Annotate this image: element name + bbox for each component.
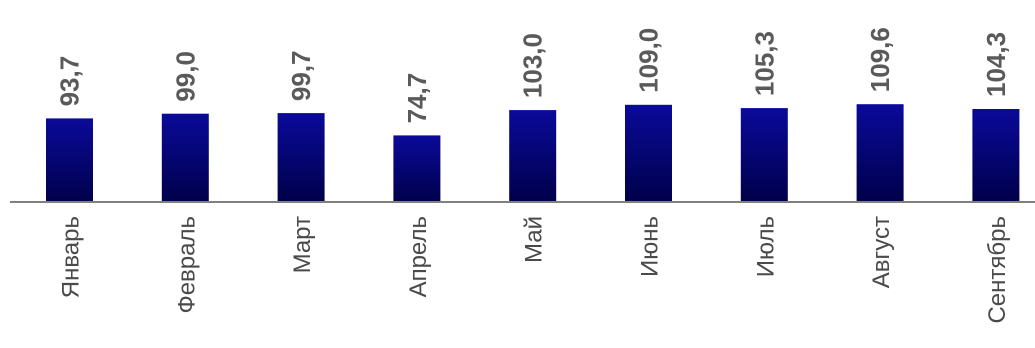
category-labels-group: Январь Февраль Март Апрель Май Июнь Июль Август… [58,216,1011,324]
bar-5 [509,110,557,202]
value-labels-group: 93,7 99,0 99,7 74,7 103,0 109,0 105,3 109,6 104,… [55,27,1011,123]
category-label-8: Август [868,216,895,288]
bar-7 [740,108,788,202]
bar-3 [277,113,325,202]
value-label-8: 109,6 [865,27,895,92]
value-label-3: 99,7 [286,50,316,101]
value-label-7: 105,3 [749,31,779,96]
bar-1 [46,118,93,202]
category-label-3: Март [289,216,316,273]
category-label-5: Май [521,216,548,263]
bar-9 [972,109,1020,202]
value-label-9: 104,3 [981,32,1011,97]
category-label-6: Июнь [637,216,664,277]
value-label-4: 74,7 [402,73,432,124]
bars-group [46,104,1020,202]
value-label-1: 93,7 [55,56,85,107]
bar-2 [161,113,209,202]
bar-6 [625,104,672,202]
value-label-5: 103,0 [518,33,548,98]
value-label-6: 109,0 [634,28,664,93]
category-label-7: Июль [752,216,779,277]
category-label-9: Сентябрь [984,216,1011,324]
bar-4 [393,135,441,202]
category-label-1: Январь [58,216,85,298]
category-label-4: Апрель [405,216,432,297]
bar-8 [856,104,904,202]
value-label-2: 99,0 [170,51,200,102]
category-label-2: Февраль [173,216,200,314]
